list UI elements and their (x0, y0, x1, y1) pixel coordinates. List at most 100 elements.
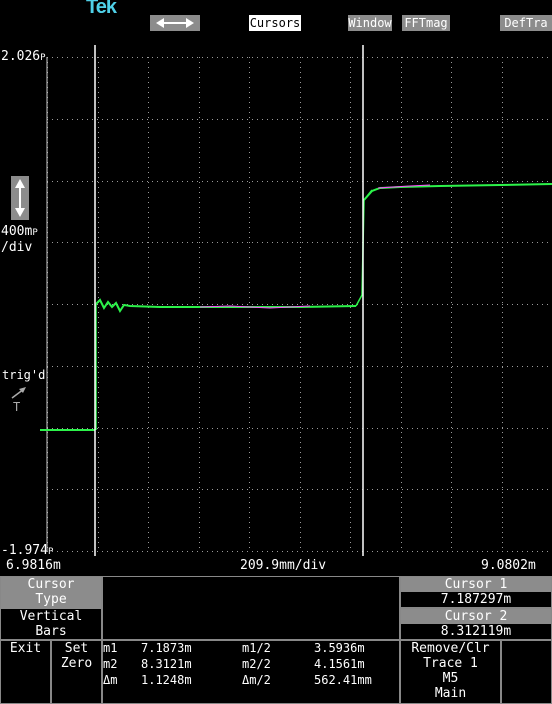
grid-dot (199, 167, 200, 168)
grid-dot (249, 302, 250, 303)
grid-dot (272, 181, 273, 182)
grid-dot (451, 312, 452, 313)
grid-dot (387, 428, 388, 429)
cursor-2-readout[interactable]: Cursor 2 8.312119m (400, 608, 552, 640)
grid-dot (532, 366, 533, 367)
grid-dot (199, 102, 200, 103)
grid-dot (437, 57, 438, 58)
grid-dot (97, 304, 98, 305)
grid-dot (532, 242, 533, 243)
grid-dot (350, 257, 351, 258)
grid-dot (401, 442, 402, 443)
grid-dot (327, 242, 328, 243)
grid-dot (172, 242, 173, 243)
grid-dot (249, 312, 250, 313)
grid-dot (502, 172, 503, 173)
grid-dot (502, 537, 503, 538)
grid-dot (487, 489, 488, 490)
grid-dot (377, 551, 378, 552)
grid-dot (427, 428, 428, 429)
grid-dot (102, 428, 103, 429)
grid-dot (199, 382, 200, 383)
deftra-button[interactable]: DefTra (500, 15, 552, 31)
grid-dot (457, 366, 458, 367)
vertical-scale-button[interactable] (11, 176, 29, 220)
grid-dot (142, 489, 143, 490)
cursors-button[interactable]: Cursors (249, 15, 301, 31)
grid-dot (148, 262, 149, 263)
grid-dot (87, 242, 88, 243)
grid-dot (177, 489, 178, 490)
grid-dot (350, 177, 351, 178)
cursor-1-readout[interactable]: Cursor 1 7.187297m (400, 576, 552, 608)
grid-dot (249, 242, 250, 243)
grid-dot (502, 307, 503, 308)
grid-dot (401, 297, 402, 298)
grid-dot (327, 428, 328, 429)
grid-dot (451, 62, 452, 63)
cursor-type-button[interactable]: Cursor Type Vertical Bars (0, 576, 102, 640)
grid-dot (98, 242, 99, 243)
grid-dot (507, 366, 508, 367)
grid-dot (98, 62, 99, 63)
grid-dot (57, 181, 58, 182)
grid-dot (350, 292, 351, 293)
grid-dot (247, 119, 248, 120)
grid-dot (249, 407, 250, 408)
grid-dot (402, 242, 403, 243)
grid-dot (199, 432, 200, 433)
grid-dot (52, 551, 53, 552)
grid-dot (187, 119, 188, 120)
grid-dot (432, 119, 433, 120)
grid-dot (172, 119, 173, 120)
grid-dot (199, 417, 200, 418)
grid-dot (401, 307, 402, 308)
grid-dot (127, 551, 128, 552)
grid-dot (432, 428, 433, 429)
remove-clear-button[interactable]: Remove/Clr Trace 1 M5 Main (400, 640, 501, 704)
grid-dot (98, 507, 99, 508)
grid-dot (297, 551, 298, 552)
grid-dot (350, 162, 351, 163)
grid-dot (52, 57, 53, 58)
grid-dot (492, 181, 493, 182)
grid-dot (451, 462, 452, 463)
grid-dot (122, 181, 123, 182)
grid-dot (107, 242, 108, 243)
grid-dot (292, 428, 293, 429)
horizontal-arrows-button[interactable] (150, 15, 200, 31)
grid-dot (98, 222, 99, 223)
grid-dot (502, 452, 503, 453)
grid-dot (300, 312, 301, 313)
grid-dot (98, 402, 99, 403)
grid-dot (401, 522, 402, 523)
grid-dot (502, 181, 503, 182)
grid-dot (249, 107, 250, 108)
fftmag-button[interactable]: FFTmag (402, 15, 450, 31)
grid-dot (98, 322, 99, 323)
exit-button[interactable]: Exit (0, 640, 51, 704)
grid-dot (267, 181, 268, 182)
grid-dot (300, 57, 301, 58)
grid-dot (98, 227, 99, 228)
tek-logo: Tek (86, 0, 117, 18)
grid-dot (237, 181, 238, 182)
grid-dot (451, 197, 452, 198)
set-zero-button[interactable]: Set Zero (51, 640, 102, 704)
grid-dot (512, 551, 513, 552)
grid-dot (462, 119, 463, 120)
window-button[interactable]: Window (348, 15, 392, 31)
empty-softkey[interactable] (501, 640, 552, 704)
grid-dot (117, 181, 118, 182)
grid-dot (132, 181, 133, 182)
grid-dot (537, 119, 538, 120)
grid-dot (98, 412, 99, 413)
grid-dot (300, 277, 301, 278)
grid-dot (527, 242, 528, 243)
trace-high-level (363, 183, 552, 201)
grid-dot (517, 489, 518, 490)
grid-dot (142, 119, 143, 120)
grid-dot (502, 517, 503, 518)
grid-dot (502, 422, 503, 423)
grid-dot (317, 181, 318, 182)
